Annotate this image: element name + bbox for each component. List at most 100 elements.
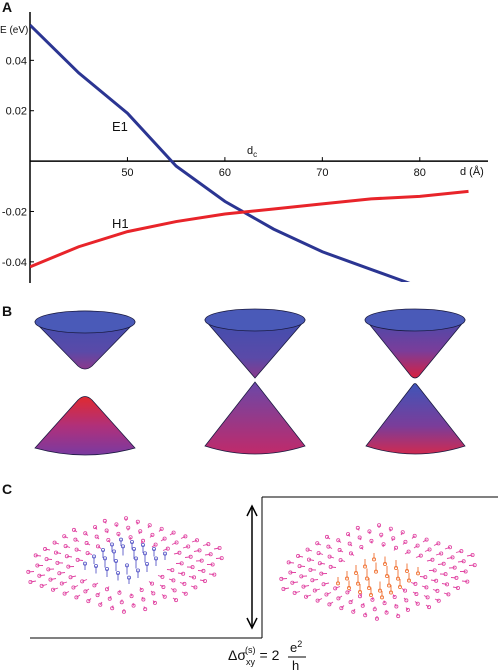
spin-arrow-head xyxy=(210,562,215,567)
spin-arrow-head xyxy=(44,557,49,562)
spin-arrow-head xyxy=(403,539,408,544)
spin-arrow xyxy=(312,579,319,581)
spin-arrow-head xyxy=(435,588,440,593)
spin-arrow-head xyxy=(121,544,126,549)
spin-arrow-head xyxy=(139,587,144,592)
spin-arrow xyxy=(85,588,90,592)
spin-arrow-head xyxy=(415,543,420,548)
spin-arrow xyxy=(171,542,177,545)
spin-arrow-head xyxy=(379,532,384,537)
spin-arrow xyxy=(422,539,427,543)
y-tick-label: 0.02 xyxy=(6,106,27,118)
spin-arrow-head xyxy=(129,539,134,544)
spin-arrow-head xyxy=(394,545,399,550)
spin-arrow-head xyxy=(63,544,68,549)
spin-arrow-head xyxy=(141,538,146,543)
spin-arrow-head xyxy=(160,574,165,579)
spin-arrow xyxy=(421,585,427,588)
spin-arrow xyxy=(64,535,69,539)
panel-label: A xyxy=(2,0,12,15)
spin-arrow-head xyxy=(95,544,100,549)
spin-arrow-head xyxy=(424,585,429,590)
panel-label: B xyxy=(2,303,12,319)
spin-arrow xyxy=(335,586,341,589)
spin-arrow-head xyxy=(28,579,33,584)
formula: Δσxy (s) = 2 xyxy=(228,645,280,667)
spin-arrow-head xyxy=(52,540,57,545)
annotation-sub: c xyxy=(253,150,257,159)
spin-arrow-head xyxy=(443,572,448,577)
spin-arrow-head xyxy=(308,567,313,572)
spin-arrow-head xyxy=(75,557,80,562)
spin-arrow xyxy=(181,591,186,595)
spin-arrow-head xyxy=(48,577,53,582)
spin-arrow-head xyxy=(288,570,293,575)
spin-arrow xyxy=(430,579,437,582)
series-label: E1 xyxy=(112,119,128,134)
spin-arrow-head xyxy=(355,581,360,586)
spin-arrow xyxy=(444,546,451,550)
spin-arrow-head xyxy=(382,601,387,606)
spin-arrow-head xyxy=(129,594,134,599)
spin-arrow-head xyxy=(404,569,409,574)
spin-arrow-head xyxy=(315,598,320,603)
spin-arrow-head xyxy=(369,538,374,543)
spin-arrow-head xyxy=(112,549,117,554)
spin-arrow-head xyxy=(403,588,408,593)
spin-arrow-head xyxy=(110,542,115,547)
spin-arrow-head xyxy=(304,594,309,599)
spin-arrow-head xyxy=(336,538,341,543)
spin-arrow-head xyxy=(384,610,389,615)
spin-arrow xyxy=(70,575,77,578)
spin-arrow-head xyxy=(463,569,468,574)
formula-eq: = 2 xyxy=(260,647,280,663)
spin-arrow xyxy=(193,549,200,552)
spin-arrow-head xyxy=(74,595,79,600)
spin-arrow xyxy=(61,581,68,584)
spin-arrow-head xyxy=(94,563,99,568)
spin-arrow-head xyxy=(348,600,353,605)
spin-arrow xyxy=(415,555,421,558)
spin-arrow-head xyxy=(292,590,297,595)
panel-c-frame xyxy=(30,496,498,639)
spin-arrow xyxy=(204,553,211,556)
spin-arrow-head xyxy=(436,598,441,603)
spin-arrow-head xyxy=(179,561,184,566)
spin-arrow-head xyxy=(37,573,42,578)
spin-arrow xyxy=(65,545,71,548)
spin-arrow-head xyxy=(142,551,147,556)
spin-arrow xyxy=(54,542,60,545)
y-axis-label: E (eV) xyxy=(0,25,28,36)
spin-arrow xyxy=(173,552,180,555)
spin-arrow xyxy=(347,589,352,593)
spin-arrow-head xyxy=(377,523,382,528)
spin-arrow-head xyxy=(147,523,152,528)
spin-arrow-head xyxy=(192,575,197,580)
spin-arrow xyxy=(314,588,321,591)
spin-arrow xyxy=(64,591,70,594)
spin-arrow xyxy=(443,592,449,595)
spin-arrow-head xyxy=(372,607,377,612)
spin-arrow-head xyxy=(124,516,129,521)
spin-arrow-head xyxy=(360,603,365,608)
spin-arrow xyxy=(170,588,175,591)
spin-arrow xyxy=(50,578,57,581)
spin-arrow-head xyxy=(434,578,439,583)
spin-arrow-head xyxy=(400,530,405,535)
spin-arrow xyxy=(432,589,438,592)
spin-arrow xyxy=(404,551,409,555)
spin-arrow-head xyxy=(194,538,199,543)
spin-arrow-head xyxy=(355,525,360,530)
spin-arrow-head xyxy=(348,551,353,556)
spin-arrow-head xyxy=(84,541,89,546)
spin-arrow xyxy=(457,560,464,563)
spin-arrow-head xyxy=(367,529,372,534)
spin-arrow xyxy=(41,584,48,587)
spin-arrow xyxy=(162,548,168,551)
spin-arrow-head xyxy=(346,586,351,591)
spin-arrow-head xyxy=(93,525,98,530)
spin-arrow-head xyxy=(71,585,76,590)
spin-arrow xyxy=(52,587,59,591)
spin-arrow xyxy=(424,549,430,552)
spin-arrow xyxy=(87,552,93,555)
